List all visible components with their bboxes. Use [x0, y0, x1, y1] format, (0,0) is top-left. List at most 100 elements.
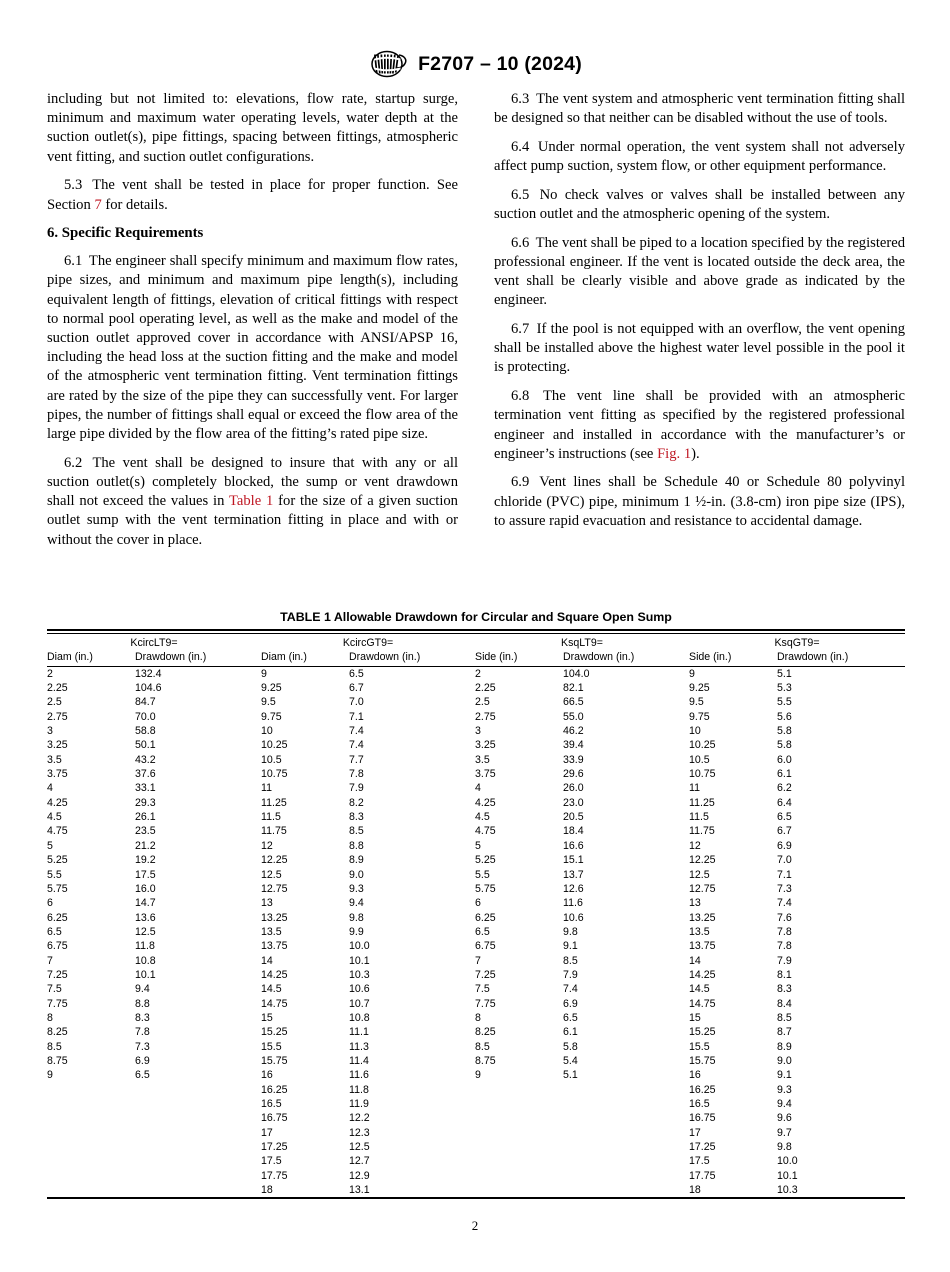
table-cell: 43.2 [135, 753, 156, 766]
table-cell: 10.3 [777, 1184, 798, 1197]
table-cell: 3 [475, 725, 481, 738]
column-header-drawdown-4: Drawdown (in.) [777, 649, 905, 667]
table-cell: 13.5 [689, 925, 710, 938]
table-cell: 10.5 [689, 753, 710, 766]
table-cell: 7.5 [475, 983, 490, 996]
table-cell: 7.75 [475, 997, 496, 1010]
table-row: 17.75 12.9 17.75 10.1 [47, 1169, 905, 1183]
column-header-drawdown-1: Drawdown (in.) [135, 649, 261, 667]
heading-specific-requirements: 6. Specific Requirements [47, 225, 204, 242]
table-cell: 7.25 [475, 968, 496, 981]
table-cell: 26.1 [135, 811, 156, 824]
table-cell: 5.1 [563, 1069, 578, 1082]
table-cell: 13.75 [689, 940, 716, 953]
table-cell: 13.25 [261, 911, 288, 924]
table-cell: 4.75 [47, 825, 68, 838]
table-cell: 10.1 [135, 968, 156, 981]
table-cell: 11.25 [689, 796, 715, 809]
table-cell: 6.25 [475, 911, 496, 924]
table-cell: 5.25 [47, 854, 68, 867]
table-1-title: TABLE 1 Allowable Drawdown for Circular … [280, 610, 672, 624]
table-cell: 7.8 [777, 925, 792, 938]
table-cell: 5.75 [47, 882, 68, 895]
table-cell: 12.2 [349, 1112, 370, 1125]
table-cell: 12.3 [349, 1126, 370, 1139]
table-cell: 9.8 [563, 925, 578, 938]
table-cell: 9.3 [777, 1083, 792, 1096]
table-cell: 9.8 [349, 911, 364, 924]
table-cell: 12 [261, 839, 273, 852]
table-row: 17 12.3 17 9.7 [47, 1126, 905, 1140]
paragraph-6-6-text: The vent shall be piped to a location sp… [494, 234, 905, 309]
table-cell: 17.5 [135, 868, 156, 881]
table-cell: 4 [47, 782, 53, 795]
table-cell: 6.1 [563, 1026, 578, 1039]
table-cell: 7.25 [47, 968, 68, 981]
table-row: 7.25 10.1 14.25 10.3 7.25 7.9 14.25 8.1 [47, 968, 905, 982]
table-cell: 7.3 [135, 1040, 150, 1053]
table-cell: 13.25 [689, 911, 716, 924]
table-row: 3.25 50.1 10.25 7.4 3.25 39.4 10.25 5.8 [47, 738, 905, 752]
table-cell: 20.5 [563, 811, 584, 824]
table-cell: 6.2 [777, 782, 792, 795]
table-cell: 8.5 [777, 1011, 792, 1024]
table-cell: 4.75 [475, 825, 496, 838]
table-cell: 12.5 [689, 868, 710, 881]
paragraph-6-6: 6.6 The vent shall be piped to a locatio… [494, 234, 905, 311]
table-cell: 7.9 [777, 954, 792, 967]
left-column: including but not limited to: elevations… [47, 90, 458, 559]
table-cell: 16.5 [261, 1098, 282, 1110]
table-row: 17.5 12.7 17.5 10.0 [47, 1154, 905, 1168]
table-cell: 5 [475, 839, 481, 852]
table-cell: 9 [475, 1069, 481, 1082]
table-cell: 3.25 [47, 739, 68, 752]
right-column: 6.3 The vent system and atmospheric vent… [494, 90, 905, 559]
table-row: 17.25 12.5 17.25 9.8 [47, 1140, 905, 1154]
table-cell: 16.25 [689, 1083, 716, 1096]
table-cell: 11.5 [261, 811, 281, 824]
table-cell: 29.3 [135, 796, 156, 809]
table-cell: 7.8 [777, 940, 792, 953]
table-cell: 4.5 [47, 811, 62, 824]
table-cell: 12.75 [261, 882, 288, 895]
table-cell: 18.4 [563, 825, 584, 838]
table-cell: 10.0 [349, 940, 370, 953]
table-cell: 6.5 [135, 1069, 150, 1082]
table-cell: 10.1 [777, 1169, 798, 1182]
table-cell: 2 [475, 667, 481, 680]
table-row: 8.25 7.8 15.25 11.1 8.25 6.1 15.25 8.7 [47, 1025, 905, 1039]
table-cell: 10.25 [261, 739, 288, 752]
table-cell: 7.1 [349, 710, 364, 723]
table-cell [475, 1083, 563, 1097]
paragraph-5-3: 5.3 The vent shall be tested in place fo… [47, 176, 458, 214]
table-1-body: 2 132.4 9 6.5 2 104.0 9 5.1 2.25 104.6 9.25 6.7 2.25… [47, 666, 905, 1198]
table-cell: 8.9 [349, 854, 364, 867]
table-cell: 10.7 [349, 997, 370, 1010]
table-cell: 19.2 [135, 854, 156, 867]
table-cell: 9.7 [777, 1126, 792, 1139]
paragraph-6-2-text-before: The vent shall be designed to insure tha… [47, 454, 458, 510]
paragraph-6-2: 6.2 The vent shall be designed to insure… [47, 454, 458, 550]
xref-fig-1[interactable]: Fig. 1 [657, 445, 692, 462]
table-cell: 10.25 [689, 739, 716, 752]
table-cell: 7 [47, 954, 53, 967]
table-cell: 16.5 [689, 1098, 710, 1110]
xref-table-1[interactable]: Table 1 [228, 493, 274, 510]
table-cell: 8.8 [135, 997, 150, 1010]
paragraph-6-3: 6.3 The vent system and atmospheric vent… [494, 90, 905, 128]
section-number-6-3: 6.3 [511, 91, 530, 107]
table-row: 3 58.8 10 7.4 3 46.2 10 5.8 [47, 724, 905, 738]
group-header-kcirclt9: KcircLT9= [130, 636, 178, 649]
table-cell: 11.6 [563, 897, 583, 910]
table-cell [475, 1183, 563, 1198]
xref-section-7[interactable]: 7 [94, 196, 102, 213]
table-cell: 5.5 [47, 868, 62, 881]
table-cell: 14.7 [135, 897, 156, 910]
table-cell: 6.7 [349, 682, 364, 695]
table-cell: 11.3 [349, 1040, 369, 1053]
table-cell: 3.75 [475, 768, 496, 781]
table-cell: 6 [475, 897, 481, 910]
table-cell: 12.25 [261, 854, 288, 867]
table-cell: 15.25 [689, 1026, 716, 1039]
